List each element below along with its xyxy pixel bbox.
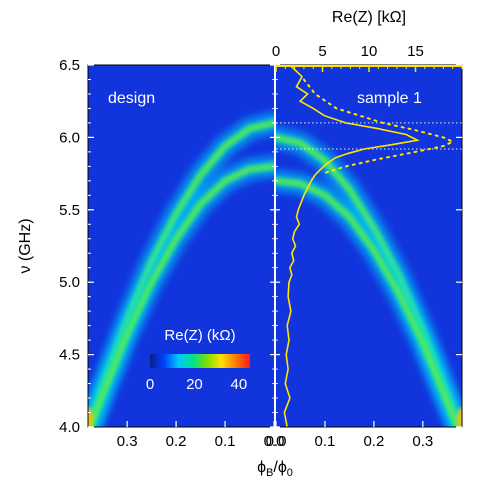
axes: 4.04.55.05.56.06.50.3 0.2 0.1 0.00.0 0.1 0.2 0…: [59, 43, 463, 450]
x-tick-label: 0.1: [315, 433, 336, 450]
y-tick-label: 4.5: [59, 347, 80, 364]
y-tick-label: 6.0: [59, 129, 80, 146]
x-axis-title-phi: ϕ: [257, 459, 266, 476]
x-tick-label: 0.3: [117, 433, 138, 450]
x-axis-title: ϕB/ϕ0: [257, 459, 293, 479]
top-axis-title: Re(Z) [kΩ]: [332, 9, 406, 26]
x-tick-label: 0.1: [215, 433, 236, 450]
x-tick-label: 0.0: [264, 433, 285, 450]
top-tick-label: 10: [361, 43, 378, 60]
design-panel: [88, 65, 274, 427]
band-ridge: [88, 164, 274, 427]
y-axis-title: ν (GHz): [17, 218, 34, 273]
y-tick-label: 6.5: [59, 57, 80, 74]
re-z-trace-series: [283, 65, 420, 427]
band-tip: [457, 407, 462, 427]
sample-1-panel-label: sample 1: [357, 90, 422, 107]
colorbar-tick-label: 40: [231, 376, 248, 393]
colorbar-tick-label: 20: [186, 376, 203, 393]
top-tick-label: 5: [318, 43, 326, 60]
band-tip: [88, 407, 93, 427]
x-axis-title-sub-zero: 0: [287, 467, 293, 479]
x-tick-label: 0.2: [166, 433, 187, 450]
x-tick-label: 0.0: [266, 433, 287, 450]
x-tick-label: 0.3: [412, 433, 433, 450]
x-tick-label: 0.2: [363, 433, 384, 450]
colorbar: Re(Z) (kΩ) 0 20 40: [146, 327, 250, 393]
sample-1-panel: [276, 65, 462, 427]
design-panel-label: design: [108, 90, 155, 107]
colorbar-title: Re(Z) (kΩ): [164, 327, 235, 344]
top-tick-label: 0: [272, 43, 280, 60]
colorbar-tick-label: 0: [146, 376, 154, 393]
x-axis-title-sub-b: B: [266, 467, 273, 479]
y-tick-label: 5.5: [59, 202, 80, 219]
colorbar-gradient: [150, 354, 250, 368]
dotted-fit-series: [302, 78, 456, 175]
top-tick-label: 15: [407, 43, 424, 60]
x-axis-title-slash-phi: /ϕ: [273, 459, 286, 476]
y-tick-label: 5.0: [59, 274, 80, 291]
y-tick-label: 4.0: [59, 419, 80, 436]
